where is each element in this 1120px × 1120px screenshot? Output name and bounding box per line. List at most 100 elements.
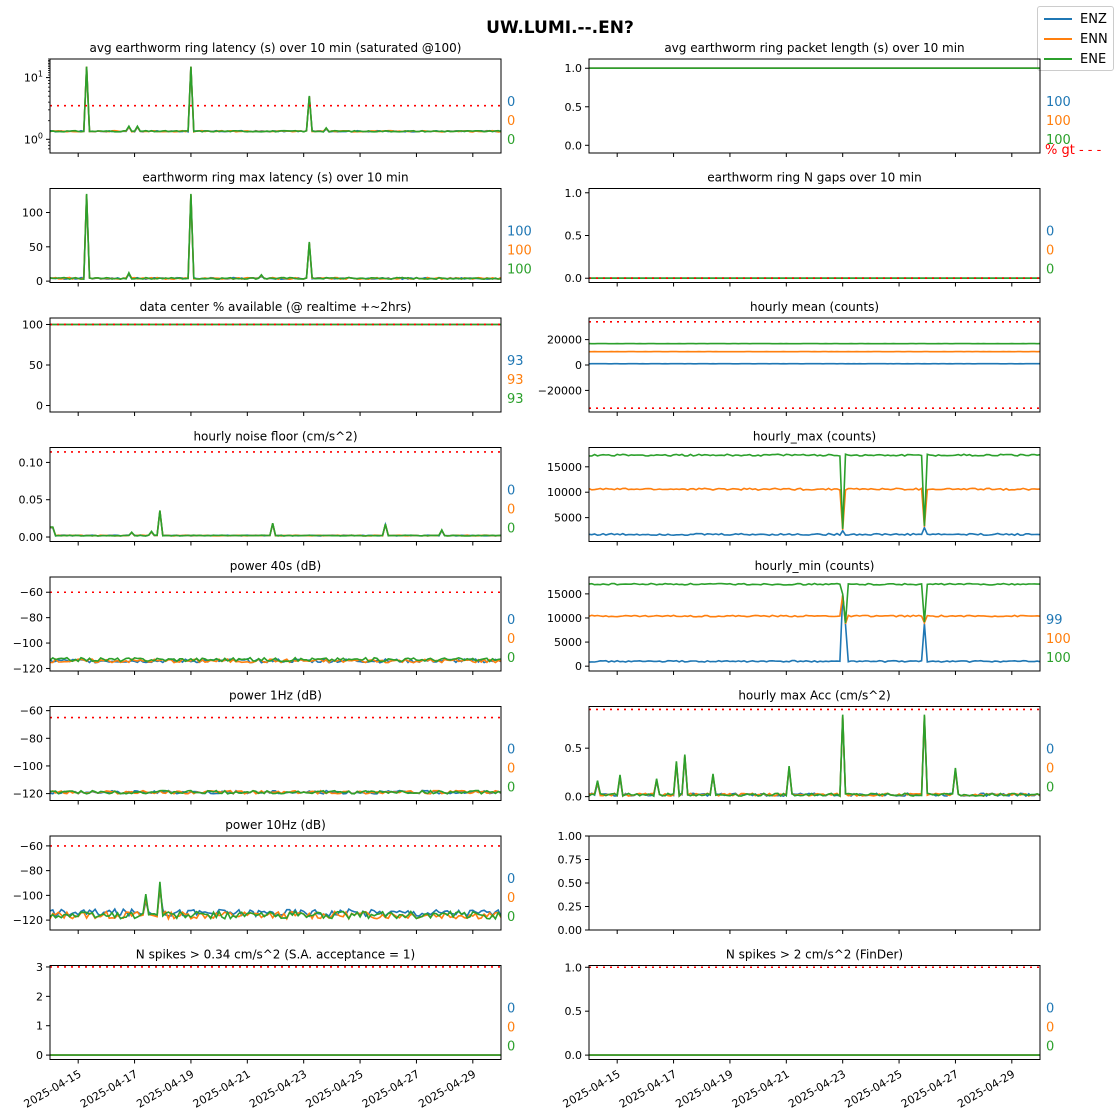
legend-item-enz: ENZ xyxy=(1044,11,1107,27)
y-tick-label: 5000 xyxy=(554,512,582,525)
subplot-title: earthworm ring N gaps over 10 min xyxy=(707,171,921,185)
series-line-enn xyxy=(589,716,1040,798)
y-tick-label: 100 xyxy=(22,318,43,331)
x-tick-label: 2025-04-25 xyxy=(843,1068,905,1111)
subplot: earthworm ring max latency (s) over 10 m… xyxy=(22,171,532,289)
y-tick-label: 0.10 xyxy=(19,456,44,469)
x-tick-label: 2025-04-19 xyxy=(134,1068,196,1111)
subplot-title: N spikes > 0.34 cm/s^2 (S.A. acceptance … xyxy=(136,948,415,962)
y-tick-label: 0.00 xyxy=(19,531,44,544)
subplot-title: hourly noise floor (cm/s^2) xyxy=(193,430,357,444)
percent-label: 0 xyxy=(507,484,515,499)
percent-label: 100 xyxy=(1046,114,1071,129)
axes-frame xyxy=(49,576,502,672)
series-line-ene xyxy=(589,453,1040,529)
y-tick-label: 0.5 xyxy=(565,230,583,243)
axes-frame xyxy=(49,58,502,154)
y-tick-exponent: 0 xyxy=(38,131,43,140)
percent-label: 0 xyxy=(507,910,515,925)
y-tick-label: −120 xyxy=(13,914,43,927)
series-line-enz xyxy=(50,195,501,281)
x-tick-label: 2025-04-21 xyxy=(191,1068,253,1111)
axes-frame xyxy=(49,188,502,283)
subplot: power 1Hz (dB) −120 −100 −80 −60 0 0 0 xyxy=(13,689,515,805)
x-tick-label: 2025-04-25 xyxy=(304,1068,366,1111)
y-tick-label: 10000 xyxy=(547,612,582,625)
x-tick-label: 2025-04-27 xyxy=(360,1068,422,1111)
percent-label: 0 xyxy=(507,781,515,796)
percent-label: 0 xyxy=(1046,1002,1054,1017)
subplot-title: earthworm ring max latency (s) over 10 m… xyxy=(142,171,408,185)
y-tick-label: −120 xyxy=(13,788,43,801)
series-line-enn xyxy=(50,885,501,921)
percent-label: 0 xyxy=(507,762,515,777)
percent-label: 0 xyxy=(507,95,515,110)
percent-label: 0 xyxy=(1046,263,1054,278)
y-tick-label: 0.5 xyxy=(565,101,583,114)
percent-label: 0 xyxy=(1046,1040,1054,1055)
figure-title: UW.LUMI.--.EN? xyxy=(486,18,634,38)
y-tick-label: 3 xyxy=(36,961,43,974)
axes-frame xyxy=(588,965,1041,1060)
y-tick-label: −100 xyxy=(13,637,43,650)
legend-item-enn: ENN xyxy=(1044,31,1108,47)
percent-label: 0 xyxy=(1046,1021,1054,1036)
series-line-ene xyxy=(50,193,501,281)
x-tick-label: 2025-04-29 xyxy=(955,1068,1017,1111)
legend-line-enz xyxy=(1044,18,1072,20)
y-tick-label: 20000 xyxy=(547,334,582,347)
axes-frame xyxy=(588,835,1041,931)
y-tick-label: 5000 xyxy=(554,636,582,649)
y-tick-label: 0.25 xyxy=(558,901,583,914)
y-tick-label: 0 xyxy=(36,275,43,288)
x-tick-label: 2025-04-15 xyxy=(22,1068,84,1111)
percent-label: 0 xyxy=(1046,244,1054,259)
legend-line-ene xyxy=(1044,58,1072,60)
subplot: hourly_max (counts) 5000 10000 15000 xyxy=(547,430,1041,546)
percent-label: 0 xyxy=(507,522,515,537)
y-tick-label: 1.00 xyxy=(558,830,583,843)
axes-frame xyxy=(588,317,1041,413)
axes-frame xyxy=(588,447,1041,542)
percent-label: 99 xyxy=(1046,613,1063,628)
subplot-title: avg earthworm ring latency (s) over 10 m… xyxy=(90,41,462,55)
series-line-enn xyxy=(50,66,501,133)
x-tick-label: 2025-04-17 xyxy=(617,1068,679,1111)
y-tick-label: −100 xyxy=(13,889,43,902)
y-tick-label: 0.0 xyxy=(565,791,583,804)
percent-label: 0 xyxy=(507,632,515,647)
percent-label: 0 xyxy=(507,891,515,906)
y-tick-label: −20000 xyxy=(538,384,582,397)
series-line-ene xyxy=(589,714,1040,798)
series-line-ene xyxy=(50,656,501,663)
axes-frame xyxy=(49,317,502,413)
y-tick-label: −60 xyxy=(20,586,43,599)
percent-label: 0 xyxy=(507,1002,515,1017)
subplot: hourly mean (counts) −20000 0 20000 xyxy=(538,300,1041,416)
percent-label: 0 xyxy=(507,114,515,129)
y-tick-label: 15000 xyxy=(547,588,582,601)
y-tick-label: 100 xyxy=(24,131,43,146)
y-tick-label: 1.0 xyxy=(565,961,583,974)
subplot: N spikes > 0.34 cm/s^2 (S.A. acceptance … xyxy=(22,948,516,1111)
y-tick-label: −80 xyxy=(20,612,43,625)
y-tick-label: −60 xyxy=(20,705,43,718)
axes-frame xyxy=(588,58,1041,154)
subplot-title: data center % available (@ realtime +~2h… xyxy=(140,300,412,314)
series-line-enz xyxy=(589,525,1040,537)
percent-label: 0 xyxy=(1046,781,1054,796)
y-tick-label: −80 xyxy=(20,865,43,878)
y-tick-label: 2 xyxy=(36,990,43,1003)
series-line-ene xyxy=(50,510,501,537)
series-line-enn xyxy=(589,487,1040,530)
percent-label: 0 xyxy=(507,743,515,758)
series-line-enn xyxy=(589,594,1040,625)
y-tick-label: −80 xyxy=(20,732,43,745)
percent-label: 100 xyxy=(1046,651,1071,666)
percent-label: 0 xyxy=(507,651,515,666)
x-tick-label: 2025-04-21 xyxy=(730,1068,792,1111)
legend-line-enn xyxy=(1044,38,1072,40)
x-tick-label: 2025-04-23 xyxy=(247,1068,309,1111)
axes-frame xyxy=(588,706,1041,801)
